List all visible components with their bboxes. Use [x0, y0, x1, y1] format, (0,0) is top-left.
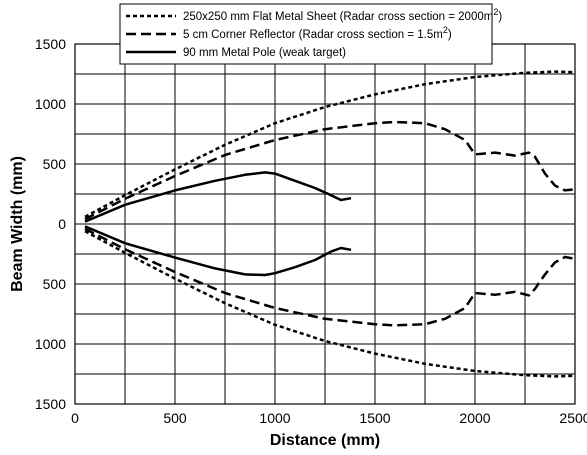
y-tick-label: 500 [43, 156, 67, 172]
series-1-upper-line [84, 70, 576, 218]
x-tick-label: 2500 [559, 410, 587, 426]
grid [75, 44, 575, 404]
y-tick-label: 1500 [35, 36, 66, 52]
x-tick-label: 500 [163, 410, 187, 426]
legend: 250x250 mm Flat Metal Sheet (Radar cross… [119, 3, 502, 65]
series-2-lower-line [84, 227, 576, 327]
x-axis-label: Distance (mm) [270, 432, 380, 449]
series-1-lower-line [84, 230, 576, 378]
x-tick-label: 1500 [359, 410, 390, 426]
series-3-upper-line [84, 171, 352, 223]
y-tick-label: 1500 [35, 396, 66, 412]
legend-label-1: 250x250 mm Flat Metal Sheet (Radar cross… [183, 7, 502, 23]
legend-box [119, 3, 493, 65]
y-axis-label: Beam Width (mm) [9, 156, 26, 292]
series-3-lower-line [84, 225, 352, 277]
y-tick-label: 1000 [35, 336, 66, 352]
y-tick-label: 500 [43, 276, 67, 292]
series-2-upper-line [84, 120, 576, 221]
legend-label-2: 5 cm Corner Reflector (Radar cross secti… [183, 25, 452, 41]
y-tick-label: 1000 [35, 96, 66, 112]
x-tick-labels: 0 500 1000 1500 2000 2500 [71, 410, 587, 426]
series-lines [84, 70, 576, 378]
x-tick-label: 1000 [259, 410, 290, 426]
x-tick-label: 2000 [459, 410, 490, 426]
y-tick-label: 0 [58, 216, 66, 232]
y-tick-labels: 1500 1000 500 0 500 1000 1500 [35, 36, 66, 412]
x-tick-label: 0 [71, 410, 79, 426]
legend-label-3: 90 mm Metal Pole (weak target) [183, 47, 346, 59]
